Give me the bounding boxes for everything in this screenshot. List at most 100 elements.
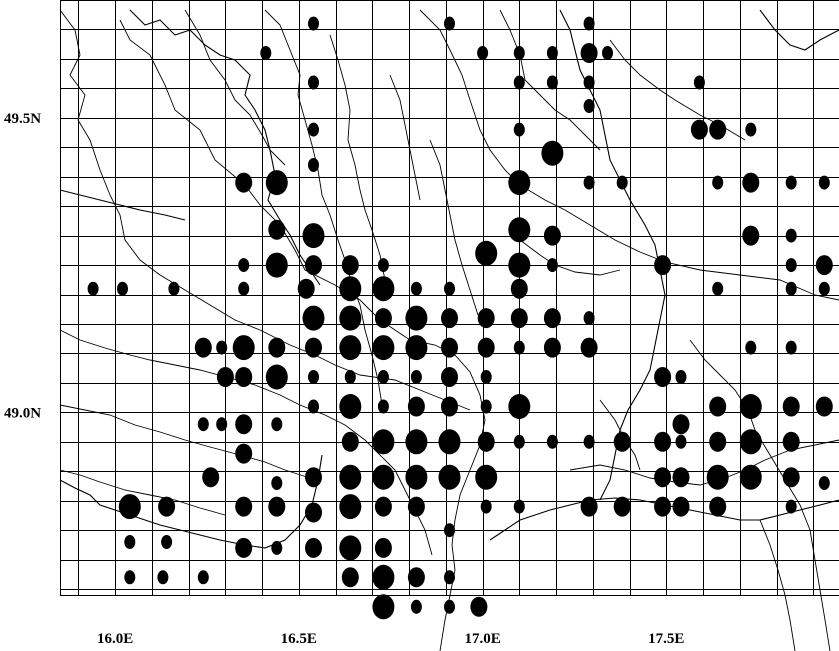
site-dot [510,278,528,299]
site-dot [613,431,631,452]
site-dot [235,496,253,517]
site-dot [271,540,283,555]
site-dot [546,75,558,90]
site-dot [580,337,598,358]
site-dot [407,567,425,588]
site-dot [268,337,286,358]
site-dot [654,431,672,452]
site-dot [583,175,595,190]
site-dot [785,228,797,243]
site-dot [785,281,797,296]
site-dot [410,370,422,384]
site-dot [161,535,173,549]
site-dot [339,305,362,331]
site-dot [308,16,319,31]
site-dot [372,564,395,590]
site-dot [377,258,389,273]
river [429,139,479,316]
site-dot [265,170,288,196]
river-network [59,9,839,651]
site-dot [308,75,319,90]
river [419,9,839,301]
site-dot [168,281,180,296]
site-dot [216,340,228,355]
site-dot [709,396,727,417]
river [329,34,386,281]
border [489,497,839,541]
site-dot [372,276,395,302]
site-dot [613,496,631,517]
site-dot [616,175,628,190]
x-tick-label: 16.5E [281,631,317,647]
site-dot [405,335,428,361]
site-dot [785,175,797,190]
site-dot [405,305,428,331]
site-dot [672,467,690,488]
site-dot [235,537,253,558]
site-dot [372,594,395,620]
site-dot [654,367,672,387]
site-dot [235,414,253,435]
site-dot [513,499,525,514]
site-dot [441,367,458,387]
site-dot [580,43,598,63]
site-dot [546,434,558,449]
site-dot [372,464,395,490]
river [689,339,831,651]
site-dot [444,523,455,538]
site-dot [742,225,760,246]
site-dot [712,281,724,296]
site-dot [477,431,495,452]
site-dot [374,496,392,517]
site-dot [583,434,595,449]
border [59,189,186,221]
site-dot [739,429,762,455]
site-dot [374,537,392,558]
site-dot [541,140,564,166]
site-dot [305,337,322,358]
site-dot [194,337,212,358]
site-dot [308,122,319,137]
site-dot [216,417,228,432]
site-dot [339,335,362,361]
site-dot [508,394,531,419]
site-dot [470,596,488,617]
site-dot [742,172,760,193]
site-dot [583,99,595,113]
river [264,9,383,406]
site-dot [377,399,389,414]
site-dot [372,429,395,455]
site-dot [216,367,234,387]
site-dot [785,340,797,355]
site-dot [87,281,99,296]
site-dot [513,122,525,137]
site-dot [543,337,561,358]
site-dot [271,417,283,432]
site-dot [818,476,830,491]
x-tick-label: 17.0E [464,631,500,647]
site-dot [739,394,762,419]
site-dot [305,467,322,488]
site-dot [405,429,428,455]
site-dot [480,370,492,384]
site-dot [583,16,595,31]
site-dot [709,119,727,140]
site-dot [583,75,595,90]
site-dot [444,16,455,31]
site-dot [444,281,455,296]
site-dot [818,175,830,190]
site-dot [477,46,489,60]
site-dot [308,158,319,172]
river [439,354,486,651]
site-dot [118,494,141,520]
axis-labels: 16.0E 16.5E 17.0E 17.5E 49.5N 49.0N [4,111,684,647]
site-dot [157,570,169,585]
river [184,9,286,166]
site-dot [513,75,525,90]
site-dot [339,494,362,520]
site-dot [510,308,528,329]
river [759,519,796,651]
site-dot [693,75,705,90]
river [389,74,421,201]
river [519,239,621,276]
